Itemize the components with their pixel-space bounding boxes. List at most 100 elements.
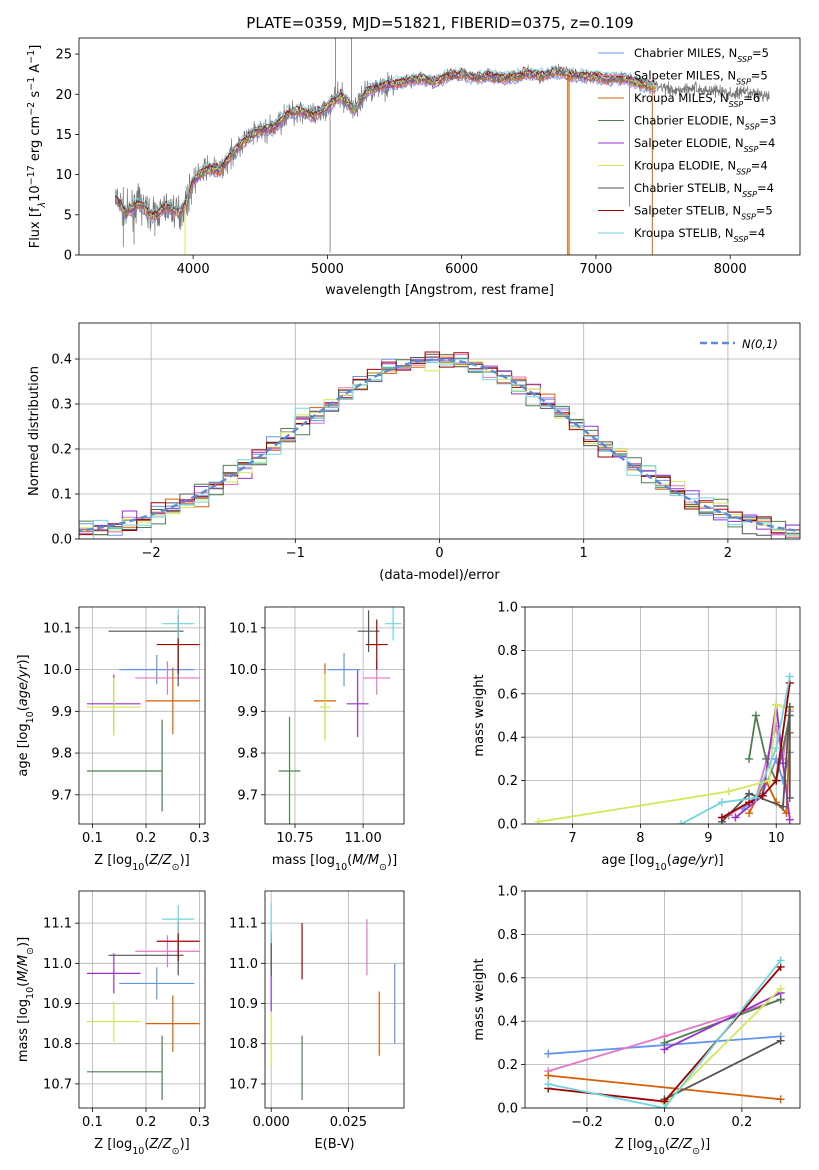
weight_vs_age-axes: 7 8 9 10 0.0 0.2 0.4 0.6 0.8 1.0 (497, 601, 800, 846)
weight-marker (779, 802, 788, 811)
x-tick-label: 9 (704, 831, 712, 846)
y-tick-label: 10.7 (43, 1077, 72, 1092)
x-tick-label: 0.2 (136, 831, 157, 846)
y-tick-label: 1.0 (497, 885, 518, 900)
label-part: s (28, 91, 43, 102)
legend-label: Salpeter MILES, NSSP=5 (634, 69, 768, 87)
legend-text: Salpeter STELIB, N (634, 204, 741, 218)
legend-sub: SSP (729, 100, 744, 109)
y-tick-label: 10.9 (229, 997, 258, 1012)
label-part: ( (347, 853, 352, 868)
weight-line (664, 992, 781, 1051)
spectrum-frame (78, 37, 801, 256)
weight-marker (724, 787, 733, 796)
x-tick-label: 7000 (579, 262, 612, 277)
y-tick-label: 15 (55, 128, 72, 143)
y-tick-label: 0.4 (497, 1015, 518, 1030)
y-tick-label: 25 (55, 48, 72, 63)
residuals-xlabel: (data-model)/error (379, 568, 500, 583)
wZ-ylabel: mass weight (472, 958, 487, 1040)
weight_vs_Z-frame (524, 890, 801, 1109)
x-tick-label: 7 (568, 831, 576, 846)
y-tick-label: 10.8 (229, 1037, 258, 1052)
legend-text: Kroupa MILES, N (634, 91, 729, 105)
weight-marker (776, 1036, 785, 1045)
x-tick-label: −0.2 (571, 1115, 603, 1130)
x-tick-label: 2 (724, 546, 732, 561)
mass_vs_EBV-axes: 0.000 0.025 10.7 10.8 10.9 11.0 11.1 (229, 891, 404, 1130)
y-tick-label: 0.0 (51, 533, 72, 548)
weight_vs_Z-plot-area (544, 956, 785, 1108)
weight-marker (544, 1080, 553, 1089)
label-part: mass [log (16, 999, 31, 1062)
weight-marker (544, 1071, 553, 1080)
legend-value: =3 (760, 114, 777, 128)
model-spectrum-line (114, 65, 657, 213)
legend-text: Chabrier STELIB, N (634, 181, 742, 195)
x-tick-label: −1 (286, 546, 305, 561)
x-tick-label: 0.0 (654, 1115, 675, 1130)
legend-label: Chabrier STELIB, NSSP=4 (634, 181, 774, 199)
y-tick-label: 0.6 (497, 971, 518, 986)
label-part: 10 (335, 862, 347, 873)
label-part: Flux [f (28, 207, 43, 248)
legend-sub: SSP (737, 55, 752, 64)
y-tick-label: 0.8 (497, 644, 518, 659)
x-tick-label: 10.75 (276, 831, 313, 846)
legend-sub: SSP (736, 77, 751, 86)
age_vs_Z-axes: 0.1 0.2 0.3 9.7 9.8 9.9 10.0 10.1 (43, 607, 210, 846)
weight-marker (772, 776, 781, 785)
x-tick-label: 4000 (177, 262, 210, 277)
label-part: ( (16, 982, 31, 987)
y-tick-label: 9.7 (237, 788, 258, 803)
legend-sub: SSP (736, 167, 751, 176)
label-part: −17 (26, 165, 37, 185)
weight_vs_age-plot-area (534, 672, 794, 824)
x-tick-label: 8 (636, 831, 644, 846)
label-part: 10 (25, 987, 36, 999)
label-part: 10 (655, 862, 667, 873)
y-tick-label: 0.2 (51, 443, 72, 458)
legend-text: Kroupa ELODIE, N (634, 159, 736, 173)
legend-sub: SSP (741, 212, 756, 221)
x-tick-label: 0.3 (189, 1115, 210, 1130)
label-part: )] (713, 853, 723, 868)
y-tick-label: 10 (55, 168, 72, 183)
model-spectrum-line (114, 70, 657, 219)
label-part: )] (16, 654, 31, 664)
wAge-ylabel: mass weight (472, 674, 487, 756)
weight-marker (745, 789, 754, 798)
normal-curve (79, 358, 800, 533)
weight-marker (751, 711, 760, 720)
x-tick-label: 0.3 (189, 831, 210, 846)
label-part: M/M (352, 853, 379, 868)
y-tick-label: 5 (64, 208, 72, 223)
label-part: 10 (653, 1146, 665, 1157)
y-tick-label: 10.9 (43, 997, 72, 1012)
label-part: Z [log (615, 1137, 653, 1152)
legend-label: Salpeter STELIB, NSSP=5 (634, 204, 773, 222)
label-part: ⊙ (25, 947, 36, 955)
y-tick-label: 0.0 (497, 1102, 518, 1117)
weight-line (548, 1074, 781, 1101)
y-tick-label: 0.1 (51, 488, 72, 503)
histogram-steps (79, 353, 800, 539)
age_vs_mass-frame (264, 606, 405, 825)
legend-text: Chabrier ELODIE, N (634, 114, 745, 128)
label-part: )] (180, 853, 190, 868)
model-spectrum-line (114, 74, 657, 225)
x-tick-label: 0.2 (732, 1115, 753, 1130)
x-tick-label: 8000 (714, 262, 747, 277)
label-part: age/yr (672, 853, 715, 868)
label-part: )] (700, 1137, 710, 1152)
legend-text: Chabrier MILES, N (634, 46, 737, 60)
weight_vs_age-frame (524, 606, 801, 825)
legend-label: Chabrier ELODIE, NSSP=3 (634, 114, 776, 132)
label-part: ( (16, 706, 31, 711)
figure-title: PLATE=0359, MJD=51821, FIBERID=0375, z=0… (246, 14, 633, 32)
weight-marker (745, 754, 754, 763)
legend-label: N(0,1) (742, 337, 778, 351)
label-part: age [log (601, 853, 654, 868)
residuals-frame (78, 322, 801, 540)
